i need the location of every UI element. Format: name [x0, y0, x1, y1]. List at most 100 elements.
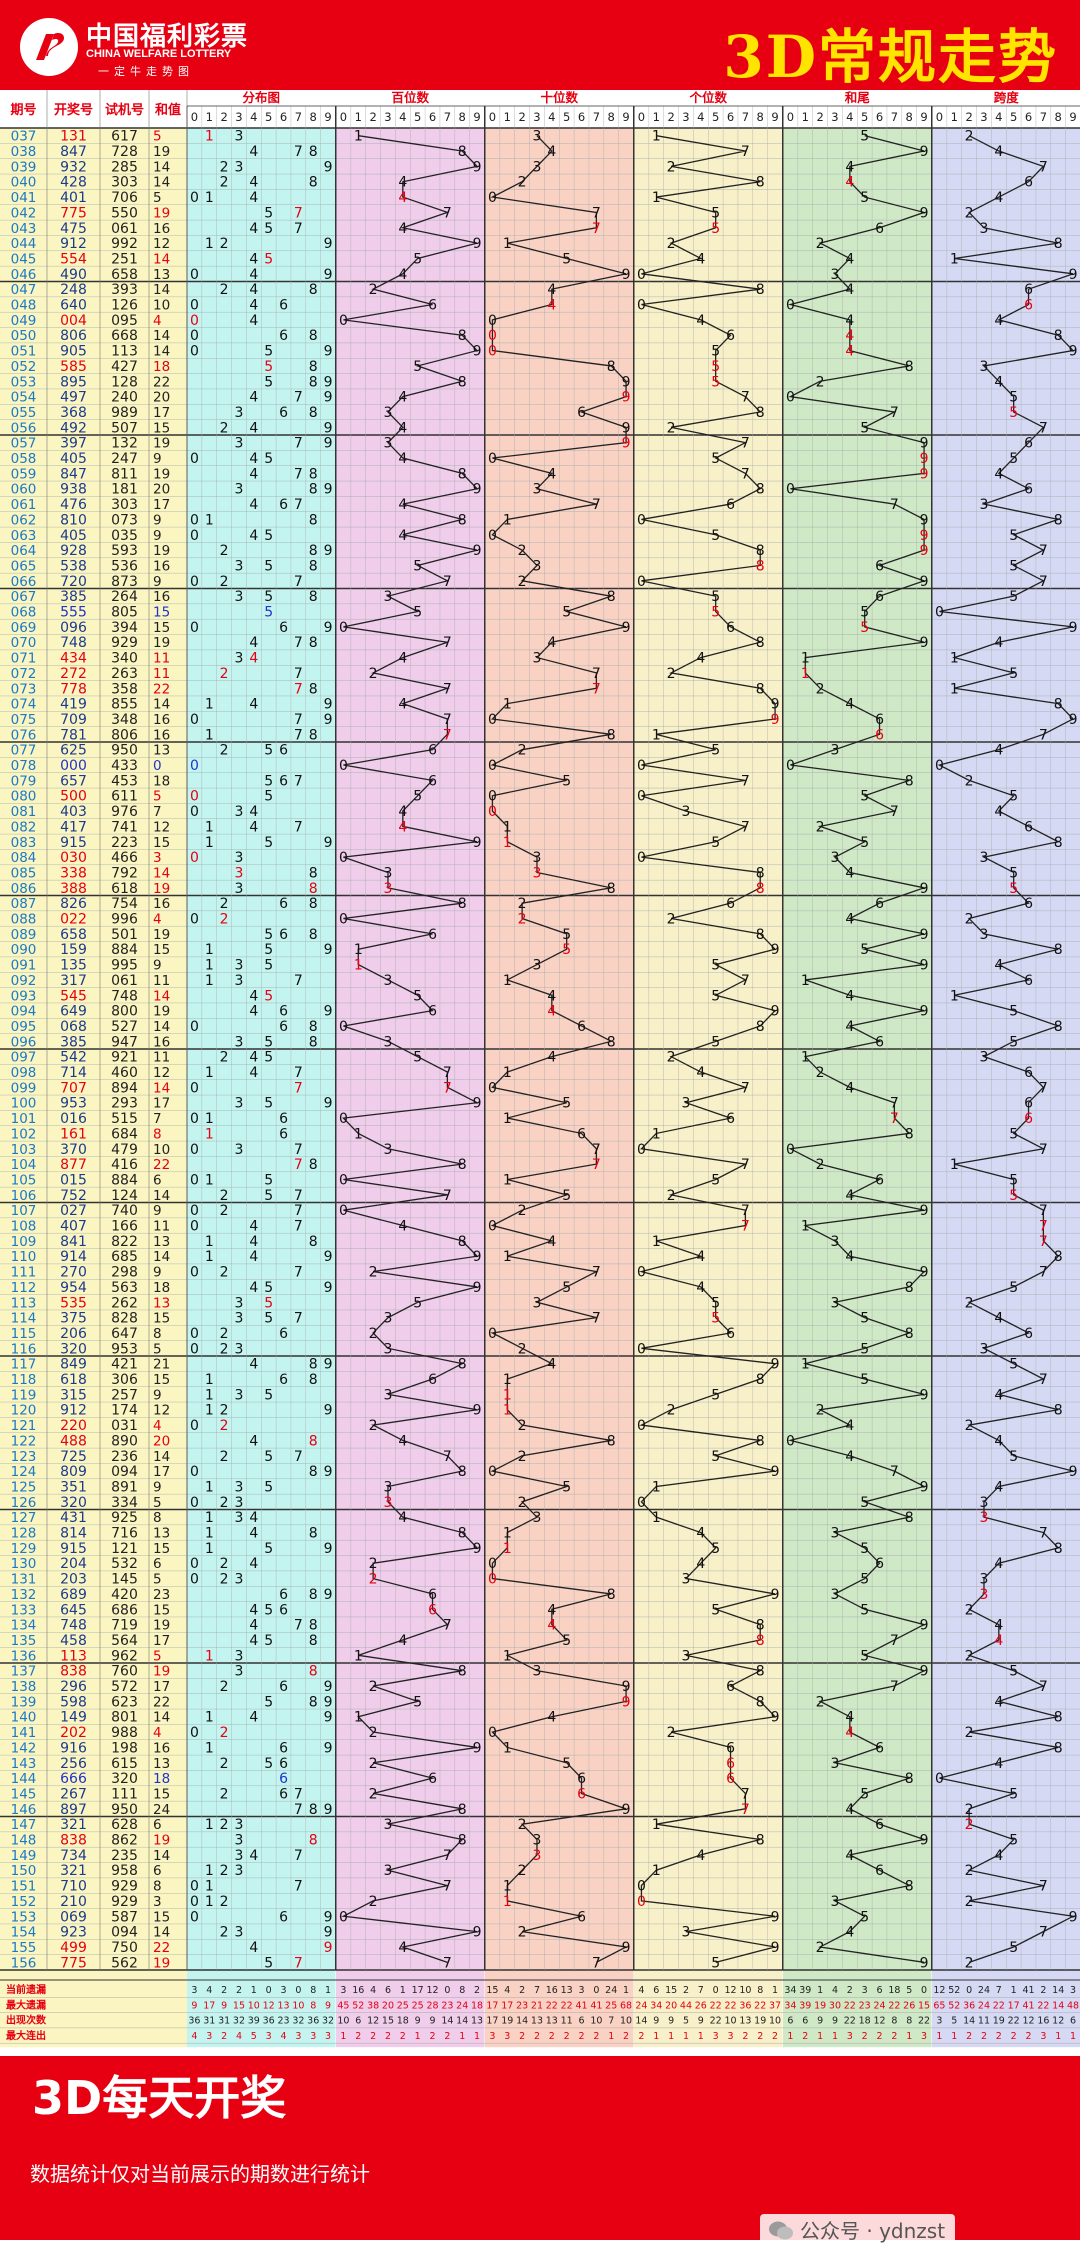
tens-mark: 1: [503, 1894, 512, 1910]
span-mark: 5: [1009, 666, 1018, 682]
stats-value: 4: [638, 1985, 644, 1996]
units-mark: 9: [771, 1357, 780, 1373]
sum-tail-mark: 5: [860, 1786, 869, 1802]
draw-cell: 932: [60, 159, 87, 175]
hundreds-mark: 4: [398, 420, 407, 436]
units-mark: 8: [756, 482, 765, 498]
tens-mark: 2: [518, 912, 527, 928]
tens-mark: 1: [503, 697, 512, 713]
digit-header: 7: [742, 110, 749, 124]
sum-tail-mark: 6: [875, 1740, 884, 1756]
dist-mark: 0: [190, 1341, 199, 1357]
tens-mark: 2: [518, 1925, 527, 1941]
dist-mark: 8: [309, 881, 318, 897]
dist-mark: 2: [220, 1341, 229, 1357]
hundreds-mark: 7: [443, 574, 452, 590]
tens-mark: 5: [562, 1756, 571, 1772]
hundreds-mark: 7: [443, 1065, 452, 1081]
dist-mark: 5: [264, 344, 273, 360]
period-cell: 060: [11, 482, 37, 498]
sum-cell: 15: [153, 1602, 170, 1618]
sum-cell: 14: [153, 988, 170, 1004]
stats-value: 2: [757, 2031, 763, 2042]
tens-mark: 5: [562, 1479, 571, 1495]
span-mark: 8: [1054, 1403, 1063, 1419]
sum-cell: 5: [153, 129, 162, 145]
dist-mark: 9: [324, 942, 333, 958]
sum-tail-mark: 6: [875, 727, 884, 743]
span-mark: 4: [994, 374, 1003, 390]
sum-cell: 17: [153, 1096, 170, 1112]
units-mark: 8: [756, 175, 765, 191]
stats-value: 13: [531, 2016, 543, 2027]
units-mark: 8: [756, 927, 765, 943]
tens-mark: 0: [488, 528, 497, 544]
tens-mark: 3: [533, 850, 542, 866]
sum-cell: 5: [153, 1648, 162, 1664]
digit-header: 1: [504, 110, 511, 124]
stats-value: 6: [787, 2016, 793, 2027]
units-mark: 2: [667, 1050, 676, 1066]
tens-mark: 6: [577, 1786, 586, 1802]
hundreds-mark: 0: [339, 620, 348, 636]
units-mark: 4: [696, 1249, 705, 1265]
stats-value: 6: [1070, 2016, 1076, 2027]
units-mark: 8: [756, 1618, 765, 1634]
units-mark: 4: [696, 1556, 705, 1572]
digit-header: 5: [414, 110, 421, 124]
trial-cell: 174: [111, 1403, 138, 1419]
tens-mark: 3: [533, 1295, 542, 1311]
stats-value: 22: [710, 2000, 722, 2011]
dist-mark: 3: [235, 804, 244, 820]
dist-mark: 1: [205, 1387, 214, 1403]
trial-cell: 623: [111, 1694, 138, 1710]
units-mark: 7: [741, 1203, 750, 1219]
period-cell: 115: [11, 1326, 37, 1342]
stats-value: 44: [680, 2000, 692, 2011]
period-cell: 078: [11, 758, 37, 774]
trial-cell: 618: [111, 881, 138, 897]
sum-cell: 9: [153, 1387, 162, 1403]
stats-value: 6: [653, 1985, 659, 1996]
stats-value: 3: [325, 2031, 331, 2042]
units-mark: 4: [696, 1848, 705, 1864]
dist-mark: 4: [249, 267, 258, 283]
dist-mark: 5: [264, 1034, 273, 1050]
stats-value: 22: [754, 2000, 766, 2011]
hundreds-mark: 7: [443, 1879, 452, 1895]
hundreds-mark: 4: [398, 1510, 407, 1526]
period-cell: 122: [11, 1433, 37, 1449]
stats-value: 19: [754, 2016, 766, 2027]
sum-cell: 23: [153, 1587, 170, 1603]
sum-cell: 20: [153, 1433, 170, 1449]
sum-cell: 12: [153, 819, 170, 835]
trial-cell: 684: [111, 1126, 138, 1142]
dist-mark: 5: [264, 1694, 273, 1710]
span-mark: 3: [980, 927, 989, 943]
dist-mark: 0: [190, 313, 199, 329]
tens-mark: 0: [488, 1556, 497, 1572]
units-mark: 8: [756, 635, 765, 651]
stats-value: 2: [221, 1985, 227, 1996]
sum-tail-mark: 7: [890, 497, 899, 513]
stats-value: 3: [936, 2016, 942, 2027]
tens-mark: 3: [533, 651, 542, 667]
sum-cell: 5: [153, 1341, 162, 1357]
tens-mark: 0: [488, 328, 497, 344]
section-header: 和尾: [844, 90, 871, 105]
stats-value: 14: [456, 2016, 468, 2027]
column-header: 和值: [155, 102, 181, 118]
tens-mark: 3: [533, 1848, 542, 1864]
units-mark: 9: [771, 697, 780, 713]
stats-value: 1: [951, 2031, 957, 2042]
trial-cell: 953: [111, 1341, 138, 1357]
sum-cell: 16: [153, 1034, 170, 1050]
units-mark: 5: [711, 1602, 720, 1618]
units-mark: 7: [741, 773, 750, 789]
draw-cell: 928: [60, 543, 87, 559]
dist-mark: 6: [279, 773, 288, 789]
period-cell: 105: [11, 1172, 37, 1188]
draw-cell: 897: [60, 1802, 87, 1818]
sum-cell: 8: [153, 1879, 162, 1895]
sum-tail-mark: 2: [816, 374, 825, 390]
